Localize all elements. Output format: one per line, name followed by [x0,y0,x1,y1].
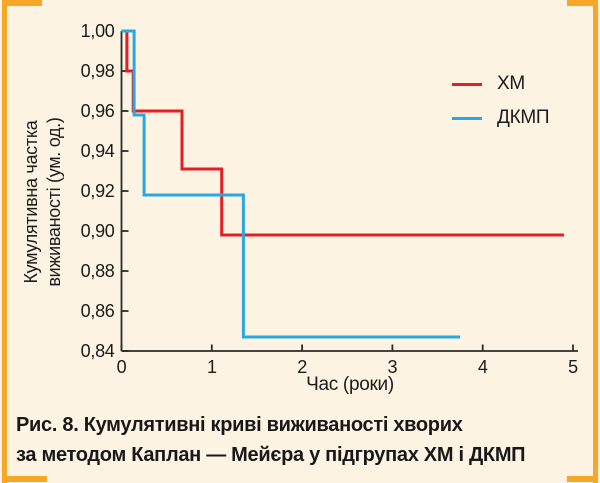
frame-accent-top-left [2,0,42,6]
legend-item-hm: ХМ [452,67,549,101]
frame-accent-bottom-right [567,476,598,482]
y-tick-label: 0,88 [80,261,115,281]
series-curve-dkmp [121,29,461,339]
series-curve-hm [121,29,564,237]
x-tick-label: 5 [568,357,578,377]
frame-accent-left [2,0,7,483]
figure-caption-line1: Рис. 8. Кумулятивні криві виживаності хв… [16,414,463,436]
x-tick-label: 1 [206,357,217,377]
x-tick-label: 4 [477,357,488,377]
y-tick-label: 0,84 [80,341,115,361]
y-axis-title: Кумулятивна частка виживаності (ум. од.) [20,42,68,362]
legend-label-hm: ХМ [497,73,525,94]
figure-caption: Рис. 8. Кумулятивні криві виживаності хв… [16,410,586,470]
frame-accent-right [593,0,598,483]
frame-accent-top-right [567,0,598,6]
frame-accent-bottom-left [2,476,47,482]
x-tick-label: 3 [387,357,398,377]
survival-chart [120,29,578,352]
chart-legend: ХМ ДКМП [452,67,550,135]
y-axis-title-line2: виживаності (ум. од.) [44,117,64,287]
x-tick-label: 0 [116,357,127,377]
figure-caption-line2: за методом Каплан — Мейєра у підгрупах Х… [16,444,526,466]
x-tick-label: 2 [297,357,307,377]
y-tick-label: 1,00 [80,21,115,41]
y-tick-label: 0,92 [80,181,115,201]
legend-item-dkmp: ДКМП [452,101,550,135]
legend-swatch-dkmp [452,116,482,120]
x-axis-title: Час (роки) [306,374,394,395]
legend-label-dkmp: ДКМП [497,107,550,128]
y-tick-label: 0,90 [80,221,115,241]
y-tick-label: 0,94 [80,141,115,161]
legend-swatch-hm [452,82,482,86]
y-axis-title-line1: Кумулятивна частка [21,120,41,284]
y-tick-label: 0,98 [80,61,115,81]
y-tick-label: 0,96 [80,101,115,121]
y-tick-label: 0,86 [80,301,115,321]
